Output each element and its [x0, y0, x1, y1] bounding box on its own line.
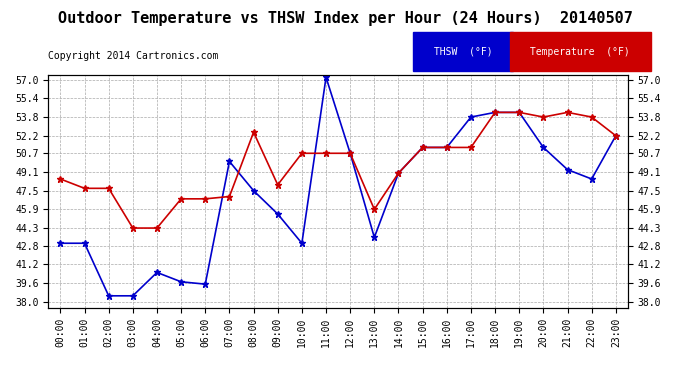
Text: THSW  (°F): THSW (°F) — [428, 47, 498, 57]
Text: Outdoor Temperature vs THSW Index per Hour (24 Hours)  20140507: Outdoor Temperature vs THSW Index per Ho… — [57, 11, 633, 26]
Text: Temperature  (°F): Temperature (°F) — [524, 47, 636, 57]
Text: Copyright 2014 Cartronics.com: Copyright 2014 Cartronics.com — [48, 51, 219, 61]
